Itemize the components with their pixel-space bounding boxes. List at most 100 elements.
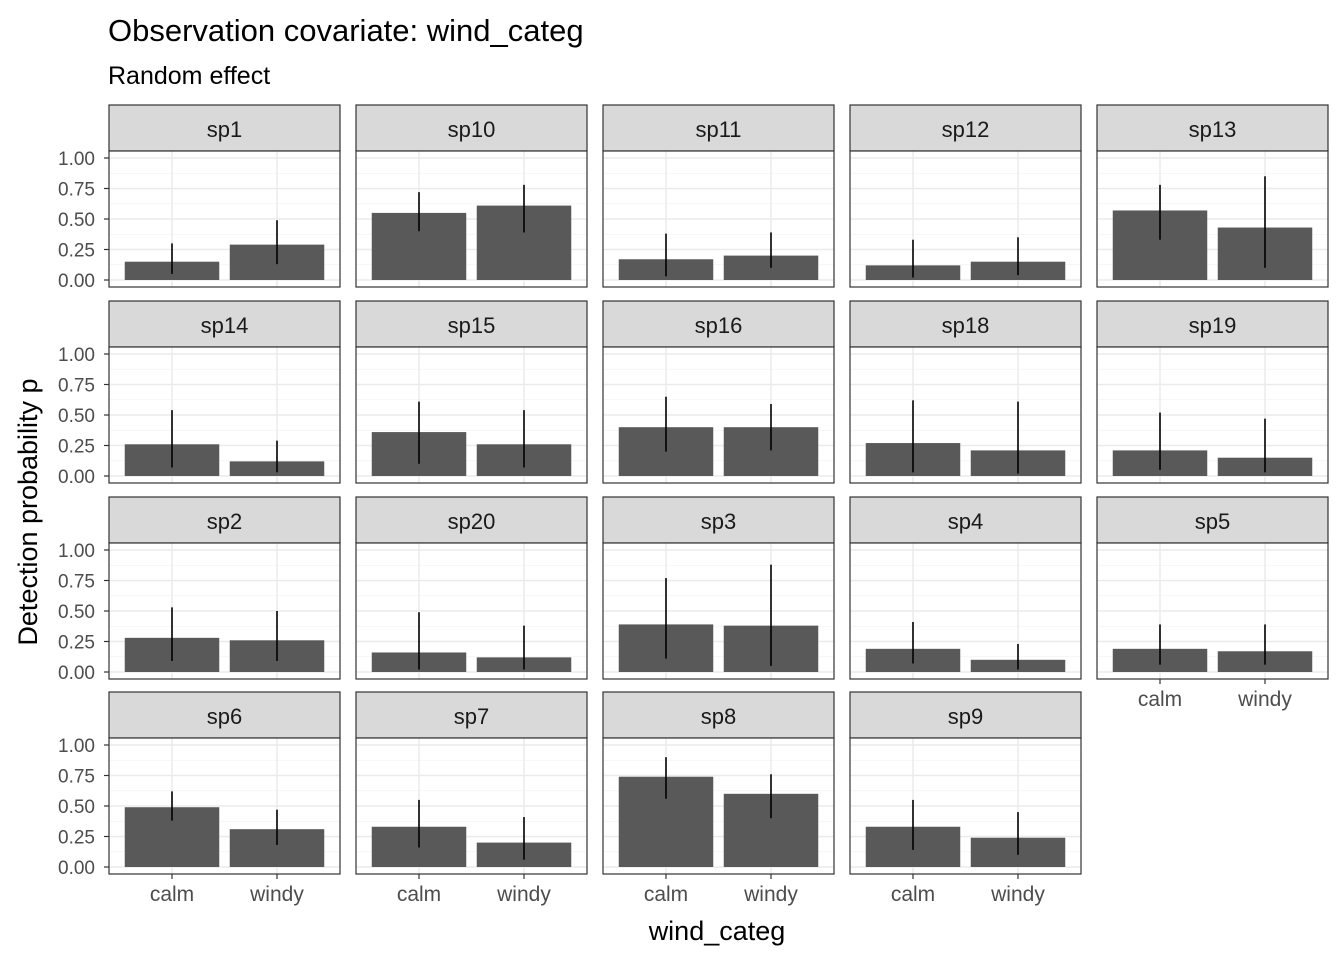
x-tick-label: windy	[743, 883, 798, 906]
facet-strip	[849, 691, 1082, 739]
panel-border	[355, 737, 588, 875]
facet-panel-sp2: sp2 0.00 0.25 0.50 0.75 1.00	[58, 496, 341, 684]
x-tick-label: windy	[1237, 688, 1292, 711]
facet-label: sp18	[942, 313, 990, 338]
facet-panel-sp11: sp11	[602, 104, 835, 288]
panel-border	[1096, 542, 1329, 680]
panel-border	[1096, 150, 1329, 288]
panel-border	[849, 150, 1082, 288]
y-tick-label: 0.25	[58, 828, 95, 849]
facet-panel-sp12: sp12	[849, 104, 1082, 288]
facet-strip	[602, 104, 835, 152]
facet-panel-sp9: sp9 calm windy	[849, 691, 1082, 906]
facet-strip	[849, 300, 1082, 348]
facet-strip	[1096, 300, 1329, 348]
panel-border	[602, 737, 835, 875]
facet-label: sp15	[448, 313, 496, 338]
y-tick-label: 0.50	[58, 406, 95, 427]
panel-border	[602, 346, 835, 484]
y-tick-label: 0.00	[58, 663, 95, 684]
x-axis-title: wind_categ	[648, 916, 786, 946]
facet-panel-sp19: sp19	[1096, 300, 1329, 484]
y-tick-label: 0.25	[58, 633, 95, 654]
facet-strip	[355, 300, 588, 348]
facet-label: sp9	[948, 704, 983, 729]
facet-panel-sp8: sp8 calm windy	[602, 691, 835, 906]
facet-panel-sp3: sp3	[602, 496, 835, 680]
panel-border	[602, 542, 835, 680]
facet-label: sp7	[454, 704, 489, 729]
facet-label: sp12	[942, 117, 990, 142]
facet-panel-sp7: sp7 calm windy	[355, 691, 588, 906]
panel-border	[355, 346, 588, 484]
facet-label: sp11	[695, 117, 741, 142]
x-tick-label: calm	[1138, 688, 1182, 711]
facet-panel-sp14: sp14 0.00 0.25 0.50 0.75 1.00	[58, 300, 341, 488]
facet-strip	[355, 104, 588, 152]
panel-border	[849, 737, 1082, 875]
chart-subtitle: Random effect	[108, 62, 270, 90]
x-tick-label: calm	[150, 883, 194, 906]
x-tick-label: calm	[397, 883, 441, 906]
y-tick-label: 0.75	[58, 180, 95, 201]
facet-panels: sp1 0.00 0.25 0.50 0.75 1.00 sp10 sp11 sp12 sp13 s…	[58, 104, 1329, 906]
facet-strip	[1096, 104, 1329, 152]
facet-panel-sp15: sp15	[355, 300, 588, 484]
facet-panel-sp5: sp5 calm windy	[1096, 496, 1329, 711]
y-tick-label: 0.50	[58, 602, 95, 623]
facet-strip	[849, 104, 1082, 152]
y-tick-label: 0.25	[58, 437, 95, 458]
facet-strip	[602, 496, 835, 544]
panel-border	[602, 150, 835, 288]
facet-label: sp1	[207, 117, 242, 142]
y-tick-label: 0.00	[58, 271, 95, 292]
facet-label: sp10	[448, 117, 496, 142]
y-tick-label: 1.00	[58, 149, 95, 170]
facet-label: sp20	[448, 509, 496, 534]
facet-strip	[108, 496, 341, 544]
facet-label: sp16	[695, 313, 743, 338]
facet-label: sp5	[1195, 509, 1230, 534]
facet-label: sp8	[701, 704, 736, 729]
panel-border	[849, 542, 1082, 680]
y-tick-label: 0.75	[58, 572, 95, 593]
facet-strip	[602, 300, 835, 348]
facet-label: sp6	[207, 704, 242, 729]
y-tick-label: 1.00	[58, 736, 95, 757]
facet-strip	[355, 691, 588, 739]
facet-strip	[355, 496, 588, 544]
facet-panel-sp10: sp10	[355, 104, 588, 288]
facet-panel-sp20: sp20	[355, 496, 588, 680]
y-tick-label: 0.75	[58, 376, 95, 397]
facet-label: sp13	[1189, 117, 1237, 142]
x-tick-label: windy	[249, 883, 304, 906]
facet-label: sp14	[201, 313, 249, 338]
facet-panel-sp6: sp6 0.00 0.25 0.50 0.75 1.00 calm windy	[58, 691, 341, 906]
y-tick-label: 0.50	[58, 797, 95, 818]
facet-strip	[602, 691, 835, 739]
facet-strip	[1096, 496, 1329, 544]
panel-border	[1096, 346, 1329, 484]
x-tick-label: windy	[496, 883, 551, 906]
y-tick-label: 0.25	[58, 241, 95, 262]
chart-title: Observation covariate: wind_categ	[108, 13, 584, 48]
x-tick-label: windy	[990, 883, 1045, 906]
panel-border	[355, 542, 588, 680]
y-tick-label: 0.75	[58, 767, 95, 788]
x-tick-label: calm	[891, 883, 935, 906]
y-tick-label: 1.00	[58, 345, 95, 366]
y-axis-title: Detection probability p	[13, 378, 43, 645]
facet-strip	[108, 691, 341, 739]
facet-panel-sp16: sp16	[602, 300, 835, 484]
facet-label: sp3	[701, 509, 736, 534]
facet-panel-sp18: sp18	[849, 300, 1082, 484]
facet-label: sp19	[1189, 313, 1237, 338]
facet-label: sp2	[207, 509, 242, 534]
facet-strip	[849, 496, 1082, 544]
x-tick-label: calm	[644, 883, 688, 906]
panel-border	[355, 150, 588, 288]
facet-panel-sp1: sp1 0.00 0.25 0.50 0.75 1.00	[58, 104, 341, 292]
y-tick-label: 0.00	[58, 467, 95, 488]
facet-label: sp4	[948, 509, 983, 534]
